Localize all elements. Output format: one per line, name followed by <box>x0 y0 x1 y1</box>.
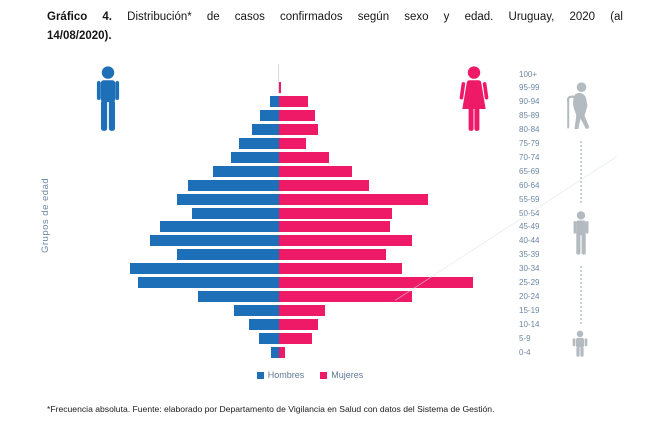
bar-hombres-25-29 <box>138 277 279 288</box>
chart-title-label: Gráfico 4. <box>47 11 112 23</box>
age-group-label-35-39: 35-39 <box>519 250 540 260</box>
bar-hombres-5-9 <box>259 332 279 344</box>
bar-mujeres-20-24 <box>279 290 412 302</box>
bar-mujeres-95-99 <box>279 82 281 94</box>
bar-mujeres-15-19 <box>279 304 325 316</box>
bar-hombres-55-59 <box>177 193 279 205</box>
age-group-label-5-9: 5-9 <box>519 333 531 343</box>
age-group-label-25-29: 25-29 <box>519 278 540 287</box>
legend-label-hombres: Hombres <box>267 370 305 380</box>
age-group-label-65-69: 65-69 <box>519 166 540 176</box>
bar-hombres-90-94 <box>270 96 279 108</box>
age-group-label-45-49: 45-49 <box>519 222 540 232</box>
legend-label-mujeres: Mujeres <box>331 370 364 380</box>
bar-hombres-65-69 <box>213 165 279 177</box>
age-group-label-80-84: 80-84 <box>519 125 540 135</box>
adult-icon <box>566 211 596 263</box>
age-scale-dotted-line-upper <box>580 141 582 203</box>
hombres-swatch <box>256 371 264 379</box>
bar-hombres-75-79 <box>239 138 279 149</box>
bar-mujeres-10-14 <box>279 318 318 330</box>
bar-hombres-80-84 <box>252 124 279 136</box>
bar-mujeres-35-39 <box>279 249 386 261</box>
center-axis-line <box>278 64 279 94</box>
bar-hombres-70-74 <box>231 151 279 163</box>
bar-hombres-45-49 <box>160 221 279 233</box>
age-group-label-55-59: 55-59 <box>519 194 540 204</box>
source-footnote: *Frecuencia absoluta. Fuente: elaborado … <box>47 404 495 414</box>
bar-mujeres-55-59 <box>279 193 428 205</box>
bar-mujeres-45-49 <box>279 221 390 233</box>
legend: Hombres Mujeres <box>0 370 620 380</box>
bar-mujeres-70-74 <box>279 151 329 163</box>
chart-title-text: Distribución* de casos confirmados según… <box>127 11 623 23</box>
child-icon <box>571 330 589 366</box>
woman-icon <box>458 66 490 141</box>
age-group-label-75-79: 75-79 <box>519 139 540 148</box>
man-icon <box>92 66 124 141</box>
chart-title: Gráfico 4. Distribución* de casos confir… <box>47 8 623 46</box>
age-group-label-30-34: 30-34 <box>519 264 540 274</box>
legend-item-hombres: Hombres <box>256 370 305 380</box>
age-group-label-15-19: 15-19 <box>519 305 540 315</box>
mujeres-swatch <box>320 371 328 379</box>
age-group-label-40-44: 40-44 <box>519 236 540 246</box>
bar-mujeres-60-64 <box>279 179 369 191</box>
bar-mujeres-40-44 <box>279 235 412 247</box>
bar-hombres-85-89 <box>260 110 279 122</box>
y-axis-label: Grupos de edad <box>40 177 51 253</box>
elderly-with-cane-icon <box>560 82 598 137</box>
age-group-label-90-94: 90-94 <box>519 97 540 107</box>
bar-mujeres-30-34 <box>279 263 402 275</box>
bar-hombres-0-4 <box>271 346 279 358</box>
age-group-label-95-99: 95-99 <box>519 83 540 93</box>
age-scale-dotted-line-lower <box>580 266 582 324</box>
bar-hombres-40-44 <box>150 235 279 247</box>
chart-title-line1: Gráfico 4. Distribución* de casos confir… <box>47 8 623 27</box>
bar-mujeres-25-29 <box>279 277 473 288</box>
bar-mujeres-65-69 <box>279 165 352 177</box>
age-group-label-70-74: 70-74 <box>519 152 540 162</box>
bar-hombres-30-34 <box>130 263 279 275</box>
age-group-label-10-14: 10-14 <box>519 319 540 329</box>
bar-hombres-60-64 <box>188 179 279 191</box>
age-group-label-60-64: 60-64 <box>519 180 540 190</box>
bar-hombres-15-19 <box>234 304 279 316</box>
bar-hombres-35-39 <box>177 249 279 261</box>
age-group-label-0-4: 0-4 <box>519 347 531 357</box>
age-group-label-85-89: 85-89 <box>519 111 540 121</box>
bar-mujeres-75-79 <box>279 138 306 149</box>
age-group-label-100+: 100+ <box>519 69 538 79</box>
age-group-label-20-24: 20-24 <box>519 291 540 301</box>
bar-mujeres-90-94 <box>279 96 308 108</box>
bar-mujeres-80-84 <box>279 124 318 136</box>
legend-item-mujeres: Mujeres <box>320 370 363 380</box>
bar-mujeres-85-89 <box>279 110 315 122</box>
bar-mujeres-0-4 <box>279 346 285 358</box>
bar-hombres-10-14 <box>249 318 279 330</box>
chart-title-line2: 14/08/2020). <box>47 30 112 42</box>
bar-hombres-20-24 <box>198 290 279 302</box>
bar-mujeres-5-9 <box>279 332 312 344</box>
bar-mujeres-50-54 <box>279 207 392 219</box>
bar-hombres-50-54 <box>192 207 279 219</box>
